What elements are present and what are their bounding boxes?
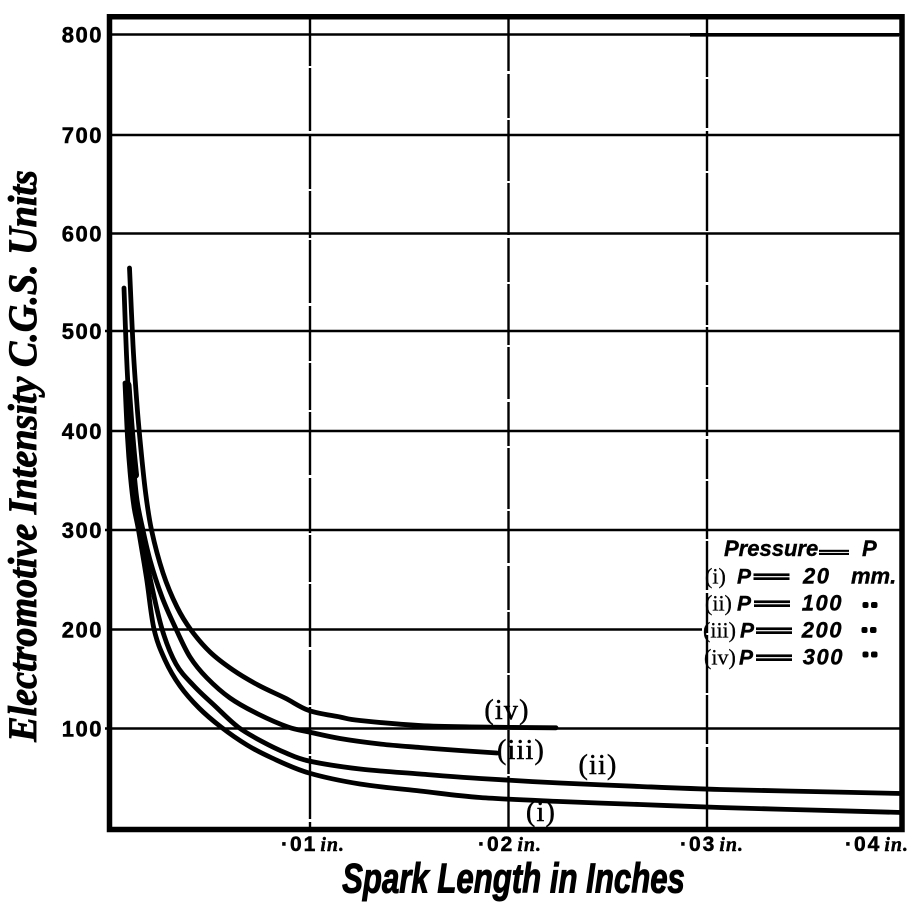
svg-text:400: 400 bbox=[62, 419, 103, 444]
svg-text:100: 100 bbox=[802, 591, 843, 616]
svg-text:(i): (i) bbox=[705, 564, 726, 589]
svg-text:200: 200 bbox=[62, 618, 103, 643]
svg-text:P: P bbox=[862, 536, 877, 561]
svg-text:(iv): (iv) bbox=[704, 645, 736, 670]
svg-text:mm.: mm. bbox=[851, 564, 896, 589]
svg-text:700: 700 bbox=[62, 123, 103, 148]
svg-text:200: 200 bbox=[801, 618, 843, 643]
svg-text:P: P bbox=[737, 566, 752, 589]
svg-text:Spark Length in Inches: Spark Length in Inches bbox=[342, 855, 685, 902]
svg-text:P: P bbox=[740, 620, 755, 643]
svg-text:(i): (i) bbox=[526, 797, 556, 828]
svg-text:300: 300 bbox=[803, 645, 844, 670]
svg-text:600: 600 bbox=[62, 222, 103, 247]
svg-text:100: 100 bbox=[62, 717, 103, 742]
svg-text:(iii): (iii) bbox=[703, 618, 736, 643]
svg-text:800: 800 bbox=[62, 23, 103, 48]
svg-text:20: 20 bbox=[802, 564, 830, 589]
svg-text:(ii): (ii) bbox=[705, 591, 732, 616]
svg-text:Pressure: Pressure bbox=[724, 536, 818, 561]
svg-text:500: 500 bbox=[62, 319, 103, 344]
svg-text:Electromotive Intensity C.G.S.: Electromotive Intensity C.G.S. Units bbox=[1, 170, 45, 743]
svg-text:P: P bbox=[739, 647, 754, 670]
svg-text:(iii): (iii) bbox=[497, 735, 545, 766]
svg-text:P: P bbox=[737, 593, 752, 616]
svg-text:(ii): (ii) bbox=[578, 750, 617, 781]
svg-text:(iv): (iv) bbox=[484, 695, 529, 726]
svg-text:300: 300 bbox=[62, 518, 103, 543]
